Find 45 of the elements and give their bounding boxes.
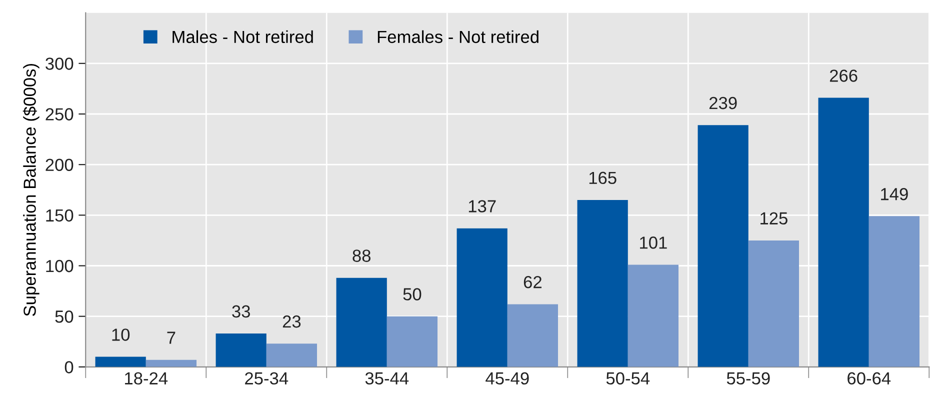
bar — [266, 344, 318, 367]
data-label: 137 — [468, 200, 496, 212]
data-label: 7 — [167, 332, 176, 344]
x-tick-label: 60-64 — [848, 372, 891, 385]
y-tick-label: 200 — [46, 158, 74, 172]
bar — [818, 98, 869, 367]
bar — [868, 216, 920, 367]
bar — [577, 200, 628, 367]
x-tick-label: 25-34 — [245, 372, 288, 385]
x-tick-label: 45-49 — [486, 372, 529, 385]
bar — [336, 278, 387, 367]
y-tick-label: 150 — [46, 209, 74, 222]
x-tick-label: 35-44 — [365, 372, 409, 385]
y-tick-label: 0 — [64, 361, 74, 374]
x-tick-label: 55-59 — [726, 372, 770, 385]
bar — [748, 240, 799, 367]
y-tick-label: 300 — [46, 58, 74, 70]
bar — [146, 360, 197, 367]
x-tick-label: 50-54 — [606, 372, 650, 385]
data-label: 23 — [282, 315, 301, 328]
bar — [216, 334, 266, 367]
bar — [456, 228, 508, 367]
data-label: 62 — [524, 276, 542, 288]
data-label: 239 — [709, 96, 737, 110]
legend-label: Females - Not retired — [378, 30, 538, 44]
data-label: 165 — [589, 172, 616, 184]
data-label: 88 — [352, 250, 370, 262]
y-tick-label: 50 — [55, 310, 74, 323]
data-label: 125 — [760, 212, 788, 225]
legend-label: Males - Not retired — [172, 30, 313, 44]
data-label: 50 — [403, 288, 422, 300]
x-tick-label: 18-24 — [125, 372, 168, 385]
bar — [698, 125, 748, 367]
y-tick-label: 250 — [46, 108, 74, 120]
bar — [386, 316, 438, 367]
bar — [628, 264, 678, 367]
y-axis-title: Superannuation Balance ($000s) — [22, 64, 40, 316]
y-tick-label: 100 — [46, 260, 74, 272]
data-label: 33 — [232, 305, 250, 318]
data-label: 149 — [881, 188, 908, 200]
data-label: 101 — [640, 236, 667, 249]
bar — [95, 356, 146, 367]
data-label: 266 — [830, 70, 858, 82]
data-label: 10 — [112, 328, 130, 341]
bar — [507, 304, 558, 367]
